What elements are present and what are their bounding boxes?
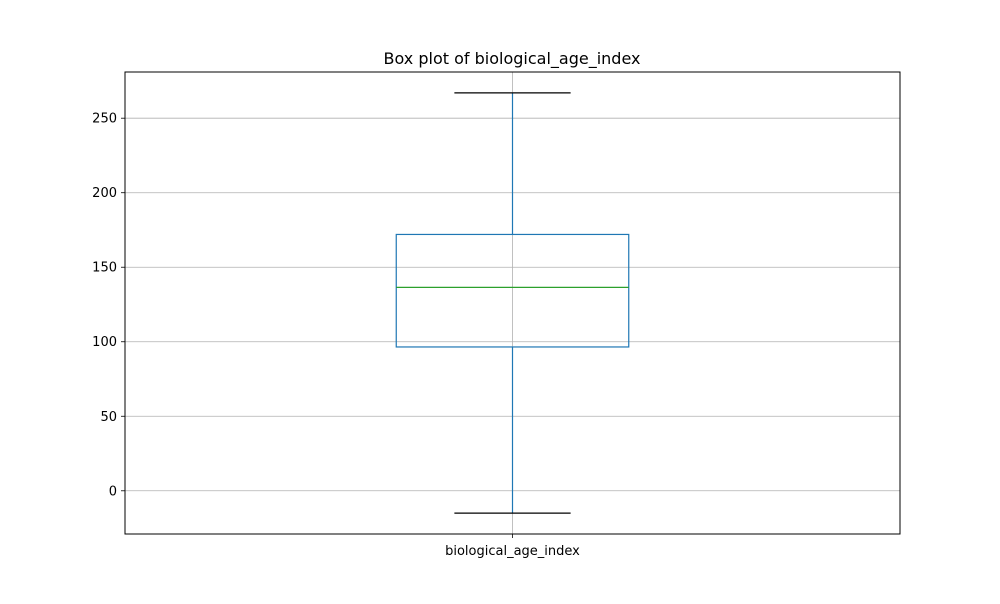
y-tick-label: 200 [92,186,117,201]
iqr-box [395,233,630,348]
x-tick-label: biological_age_index [445,544,580,559]
y-tick-label: 50 [100,410,117,425]
y-tick-label: 250 [92,112,117,127]
chart-title: Box plot of biological_age_index [384,49,641,69]
y-tick-label: 0 [109,484,117,499]
tick-layer: 0 50 100 150 200 250 biological_age_index [92,112,580,559]
y-tick-label: 150 [92,261,117,276]
y-tick-label: 100 [92,335,117,350]
box-layer [395,92,630,514]
